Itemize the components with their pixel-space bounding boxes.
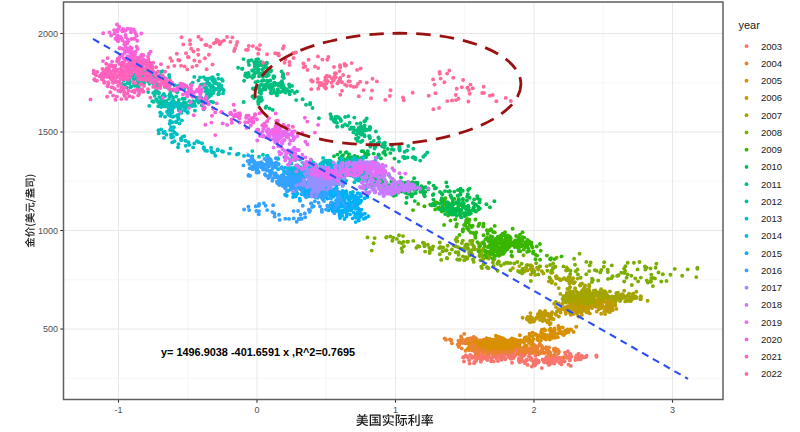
svg-text:2006: 2006	[761, 92, 782, 103]
svg-text:500: 500	[43, 324, 58, 334]
svg-text:1500: 1500	[38, 127, 58, 137]
svg-text:2011: 2011	[761, 179, 781, 190]
svg-text:2022: 2022	[761, 368, 782, 379]
svg-text:3: 3	[670, 405, 675, 415]
svg-text:2: 2	[531, 405, 536, 415]
svg-text:2013: 2013	[761, 213, 782, 224]
svg-text:2003: 2003	[761, 41, 782, 52]
svg-text:2015: 2015	[761, 248, 782, 259]
svg-text:2019: 2019	[761, 317, 782, 328]
svg-text:1000: 1000	[38, 226, 58, 236]
svg-text:2020: 2020	[761, 334, 782, 345]
svg-text:1: 1	[393, 405, 398, 415]
svg-text:year: year	[739, 19, 761, 31]
svg-text:2017: 2017	[761, 282, 782, 293]
svg-text:2005: 2005	[761, 75, 782, 86]
svg-text:2016: 2016	[761, 265, 782, 276]
svg-text:2018: 2018	[761, 299, 782, 310]
svg-text:2008: 2008	[761, 127, 782, 138]
svg-text:2009: 2009	[761, 144, 782, 155]
svg-text:y= 1496.9038 -401.6591 x ,R^2=: y= 1496.9038 -401.6591 x ,R^2=0.7695	[161, 346, 355, 358]
svg-text:2000: 2000	[38, 29, 58, 39]
svg-text:0: 0	[254, 405, 259, 415]
svg-text:2012: 2012	[761, 196, 782, 207]
svg-text:2010: 2010	[761, 161, 782, 172]
svg-text:-1: -1	[114, 405, 122, 415]
svg-text:2021: 2021	[761, 351, 782, 362]
svg-text:2014: 2014	[761, 230, 782, 241]
svg-text:2004: 2004	[761, 58, 782, 69]
svg-text:2007: 2007	[761, 110, 782, 121]
